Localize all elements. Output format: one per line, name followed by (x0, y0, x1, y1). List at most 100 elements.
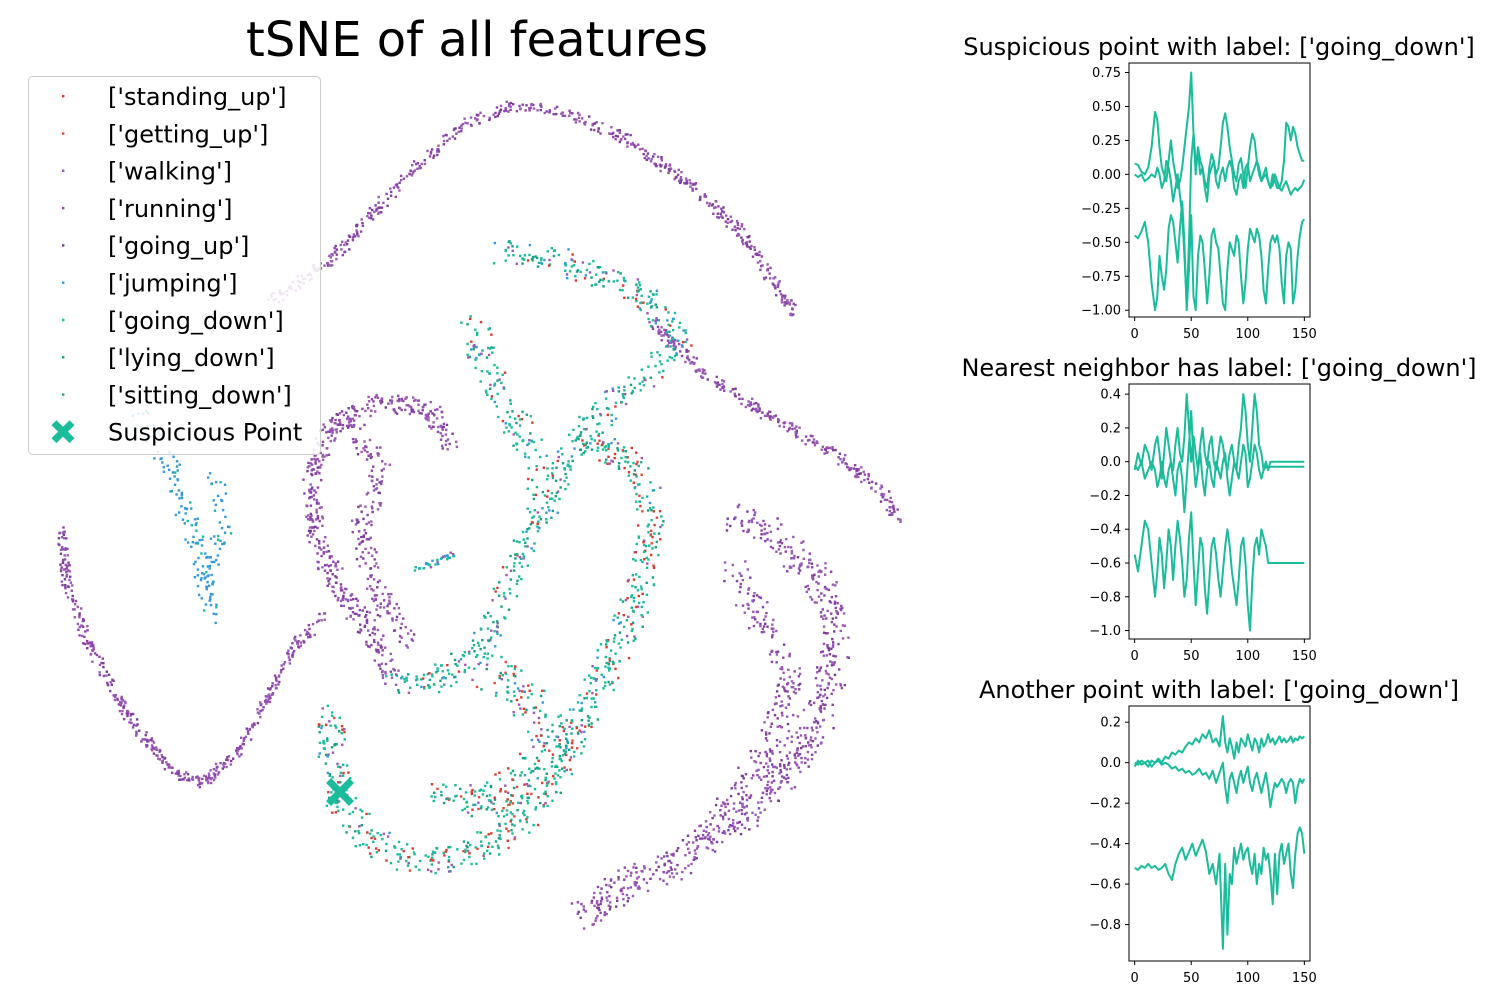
tsne-point (525, 708, 528, 712)
tsne-point (578, 709, 581, 712)
tsne-point (271, 685, 274, 688)
tsne-point (804, 736, 807, 740)
tsne-point (468, 855, 471, 859)
tsne-point (326, 262, 330, 265)
tsne-point (363, 625, 366, 628)
tsne-point (753, 760, 756, 763)
tsne-point (584, 450, 587, 453)
tsne-point (201, 777, 204, 781)
tsne-point (483, 852, 486, 855)
tsne-point (521, 262, 524, 265)
tsne-point (519, 801, 522, 805)
tsne-point (303, 628, 307, 632)
tsne-point (564, 262, 567, 266)
tsne-point (309, 462, 313, 465)
tsne-point (752, 402, 756, 405)
tsne-point (740, 524, 744, 527)
tsne-point (641, 615, 644, 618)
tsne-point (185, 507, 189, 511)
tsne-point (498, 581, 501, 584)
tsne-point (626, 597, 629, 600)
tsne-point (641, 625, 644, 628)
tsne-point (370, 398, 374, 401)
tsne-point (778, 786, 782, 789)
tsne-point (287, 649, 290, 652)
tsne-point (613, 634, 617, 637)
tsne-point (391, 658, 394, 661)
tsne-point (733, 517, 736, 521)
tsne-point (573, 447, 576, 450)
tsne-point (274, 676, 278, 679)
tsne-point (709, 811, 712, 814)
tsne-point (584, 428, 588, 431)
tsne-point (372, 400, 375, 403)
tsne-point (584, 274, 587, 277)
tsne-point (603, 877, 606, 881)
tsne-point (471, 639, 475, 642)
tsne-point (511, 249, 514, 253)
tsne-point (580, 902, 583, 906)
tsne-point (196, 517, 199, 520)
tsne-point (642, 541, 645, 544)
tsne-point (764, 276, 768, 279)
tsne-point (592, 405, 595, 409)
tsne-point (318, 741, 322, 745)
tsne-point (428, 563, 431, 567)
tsne-point (546, 795, 549, 798)
tsne-point (331, 429, 334, 432)
tsne-point (451, 553, 455, 556)
tsne-point (580, 719, 583, 722)
tsne-point (496, 372, 499, 375)
x-tick-label: 100 (1235, 649, 1260, 664)
tsne-point (733, 394, 737, 397)
tsne-point (802, 708, 806, 712)
tsne-point (724, 805, 727, 809)
tsne-point (379, 504, 382, 507)
tsne-point (514, 417, 517, 420)
tsne-point (794, 761, 797, 764)
tsne-point (636, 589, 640, 592)
tsne-point (61, 560, 65, 563)
tsne-point (73, 603, 77, 606)
tsne-point (535, 485, 539, 489)
tsne-point (386, 604, 389, 608)
tsne-point (378, 481, 381, 484)
tsne-point (792, 682, 795, 685)
tsne-point (375, 209, 378, 212)
tsne-point (393, 669, 396, 672)
tsne-point (819, 709, 822, 712)
tsne-point (372, 599, 376, 603)
tsne-point (844, 453, 847, 457)
tsne-point (308, 541, 311, 544)
tsne-point (544, 713, 547, 716)
tsne-point (550, 765, 554, 768)
tsne-point (395, 674, 399, 677)
tsne-point (146, 744, 149, 747)
tsne-point (528, 243, 532, 247)
tsne-point (65, 566, 69, 570)
tsne-point (406, 632, 410, 635)
tsne-point (598, 422, 601, 425)
tsne-point (509, 794, 513, 797)
tsne-point (809, 434, 813, 437)
tsne-point (504, 790, 507, 793)
tsne-point (336, 423, 340, 426)
tsne-point (350, 519, 354, 522)
tsne-point (779, 538, 783, 542)
tsne-point (485, 356, 489, 359)
tsne-point (513, 836, 517, 839)
tsne-point (470, 792, 473, 796)
tsne-point (637, 885, 640, 888)
tsne-point (750, 403, 753, 406)
tsne-point (548, 749, 551, 752)
tsne-point (360, 218, 363, 221)
tsne-point (120, 697, 123, 700)
tsne-point (727, 809, 731, 812)
tsne-point (766, 531, 769, 535)
tsne-point (214, 762, 218, 766)
tsne-point (555, 491, 558, 495)
tsne-point (88, 642, 92, 645)
tsne-point (532, 107, 536, 110)
tsne-point (473, 790, 477, 793)
tsne-point (442, 422, 446, 426)
